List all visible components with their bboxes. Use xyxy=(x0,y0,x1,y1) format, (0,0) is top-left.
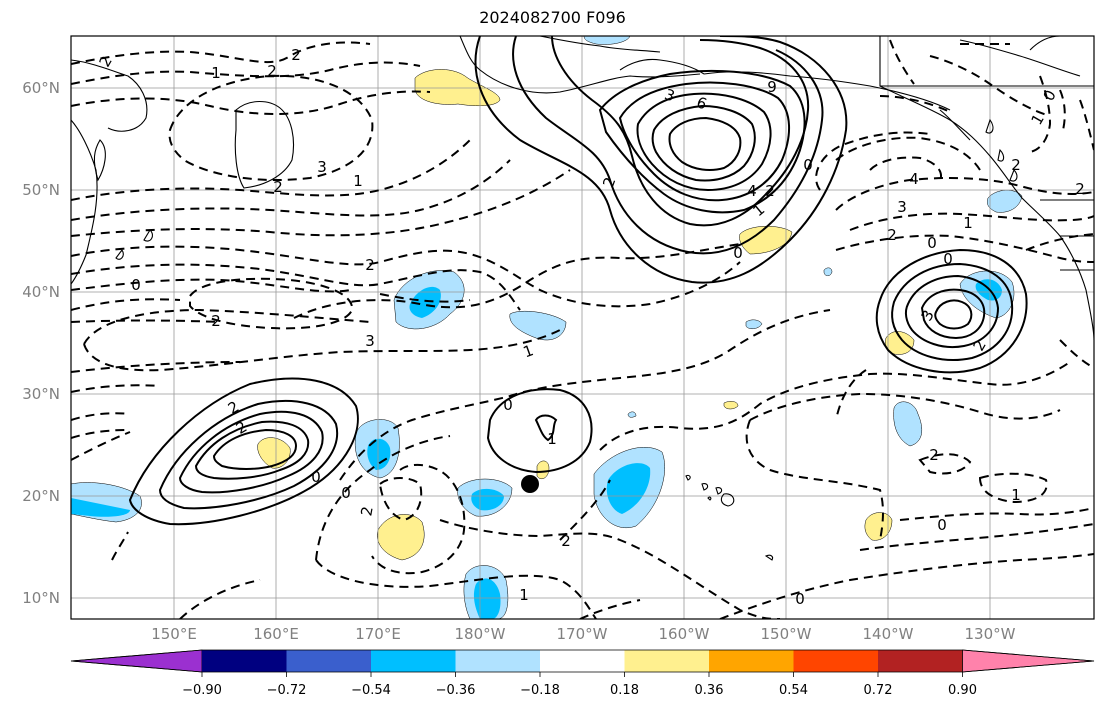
lat-label: 60°N xyxy=(22,79,60,97)
contour-label: 2 xyxy=(211,312,221,330)
strong-negative-shading xyxy=(71,498,130,517)
colorbar-tick-label: 0.72 xyxy=(863,683,893,698)
colorbar-segment xyxy=(878,650,963,672)
contour-label: 4 xyxy=(747,182,757,200)
contour-label: 3 xyxy=(897,198,907,216)
lon-label: 180°W xyxy=(454,625,506,643)
positive-shading xyxy=(536,460,550,479)
contour-label: 2 xyxy=(357,505,376,518)
contour-label: 1 xyxy=(211,64,221,82)
contour-label: 2 xyxy=(273,178,283,196)
contour-label: 0 xyxy=(311,468,321,486)
map-frame xyxy=(70,35,1095,620)
colorbar-segment xyxy=(793,650,878,672)
colorbar-segment xyxy=(540,650,625,672)
lat-label: 30°N xyxy=(22,385,60,403)
contour-label: 0 xyxy=(943,250,953,268)
lon-label: 130°W xyxy=(964,625,1016,643)
colorbar-tick-label: −0.72 xyxy=(266,683,307,698)
colorbar-segment xyxy=(371,650,456,672)
contour-label: 1 xyxy=(353,172,363,190)
positive-shading xyxy=(257,437,291,469)
lon-label: 160°E xyxy=(253,625,299,643)
contour-labels-negative: 2 2 1 2 2 1 3 0 2 2 3 1 0 2 2 1 0 2 1 0 … xyxy=(95,46,1084,608)
colorbar xyxy=(70,649,1095,677)
contour-label: 0 xyxy=(795,590,805,608)
contour-label: 2 xyxy=(1075,180,1085,198)
contour-label: 1 xyxy=(963,214,973,232)
map-title: 2024082700 F096 xyxy=(479,8,626,27)
contour-label: 1 xyxy=(519,586,529,604)
colorbar-segment xyxy=(202,650,287,672)
colorbar-segment xyxy=(709,650,794,672)
lon-label: 150°W xyxy=(760,625,812,643)
colorbar-min-extension xyxy=(70,649,203,673)
contour-label: 2 xyxy=(887,226,897,244)
contour-label: 0 xyxy=(803,156,813,174)
contour-label: 2 xyxy=(291,46,301,64)
contour-label: 0 xyxy=(937,516,947,534)
contour-label: 1 xyxy=(1011,486,1021,504)
lon-label: 150°E xyxy=(151,625,197,643)
colorbar-tick-label: −0.18 xyxy=(520,683,560,698)
contour-label: 3 xyxy=(317,158,327,176)
lat-label: 20°N xyxy=(22,487,60,505)
negative-shading xyxy=(627,411,637,418)
contour-label: 4 xyxy=(909,170,919,188)
colorbar-tick-label: −0.36 xyxy=(435,683,476,698)
contour-label: 0 xyxy=(927,234,937,252)
contour-label: 0 xyxy=(341,484,351,502)
lat-label: 10°N xyxy=(22,589,60,607)
negative-shading xyxy=(583,36,631,45)
lat-label: 50°N xyxy=(22,181,60,199)
colorbar-segment xyxy=(286,650,371,672)
colorbar-tick-label: 0.90 xyxy=(948,683,977,698)
contour-label: 2 xyxy=(561,532,571,550)
positive-shading xyxy=(723,401,739,410)
contour-label: 3 xyxy=(365,332,375,350)
contour-label: 0 xyxy=(733,244,743,262)
strong-negative-shading xyxy=(367,438,391,470)
contour-label: 0 xyxy=(503,396,513,414)
colorbar-max-extension xyxy=(962,649,1095,673)
strong-negative-shading xyxy=(473,578,501,619)
colorbar-tick-label: 0.36 xyxy=(694,683,724,698)
colorbar-segment xyxy=(455,650,540,672)
contour-label: 2 xyxy=(929,446,939,464)
lon-label: 160°W xyxy=(658,625,710,643)
colorbar-tick-label: 0.54 xyxy=(779,683,808,698)
contour-label: 2 xyxy=(765,182,775,200)
strong-negative-shading xyxy=(471,488,504,511)
colorbar-tick-label: 0.18 xyxy=(610,683,639,698)
negative-shading xyxy=(745,319,763,329)
lon-label: 170°E xyxy=(355,625,401,643)
lat-label: 40°N xyxy=(22,283,60,301)
shaded-fills xyxy=(71,36,1023,619)
lon-label: 140°W xyxy=(862,625,914,643)
contour-label: 2 xyxy=(1011,156,1021,174)
contour-label: 1 xyxy=(547,430,557,448)
strong-negative-shading xyxy=(409,286,441,318)
positive-shading xyxy=(376,514,425,561)
negative-shading xyxy=(823,267,833,276)
location-marker xyxy=(521,475,539,493)
negative-contours xyxy=(71,39,1094,619)
lon-label: 170°W xyxy=(556,625,608,643)
contour-label: 9 xyxy=(767,78,777,96)
strong-negative-shading xyxy=(606,463,651,514)
colorbar-tick-label: −0.90 xyxy=(182,683,222,698)
positive-contours xyxy=(128,36,1028,526)
contour-label: 0 xyxy=(131,276,141,294)
negative-shading xyxy=(893,401,923,447)
colorbar-segment xyxy=(624,650,709,672)
contour-label: 2 xyxy=(365,256,375,274)
positive-shading xyxy=(864,512,893,541)
contour-label: 2 xyxy=(267,62,277,80)
colorbar-tick-label: −0.54 xyxy=(351,683,391,698)
